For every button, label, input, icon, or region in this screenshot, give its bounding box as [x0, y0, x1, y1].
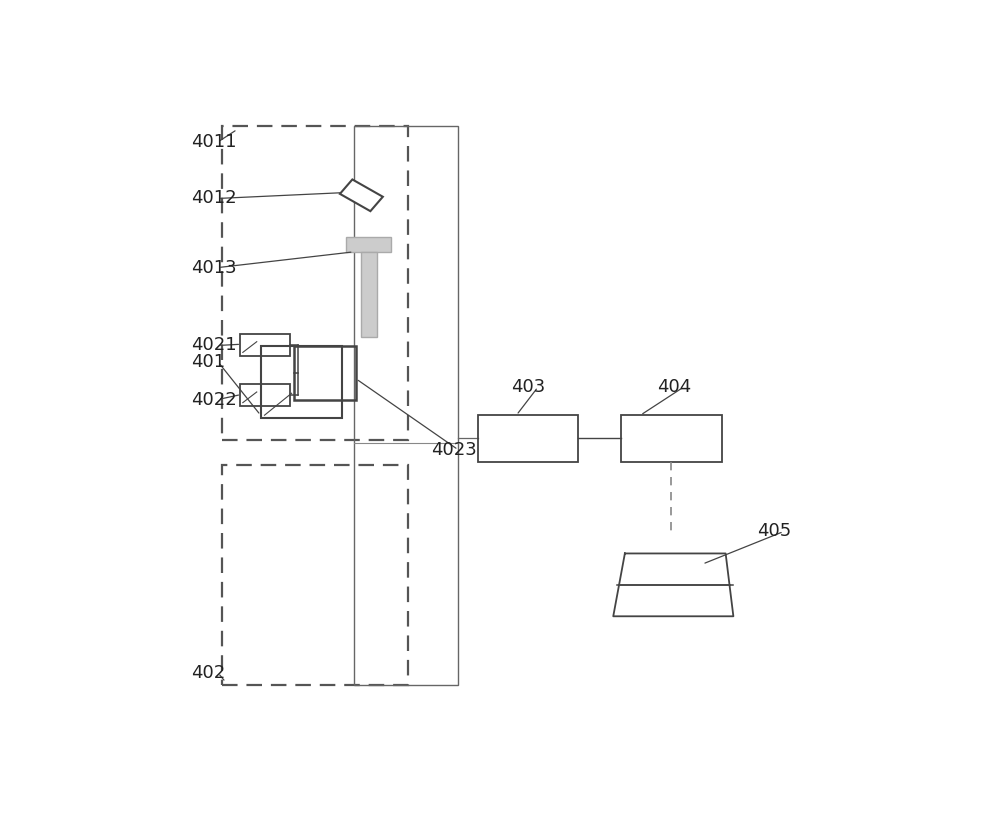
Text: 4022: 4022 — [191, 391, 237, 409]
Bar — [340, 180, 383, 211]
Text: 405: 405 — [757, 522, 791, 540]
Bar — [240, 334, 290, 356]
Bar — [346, 237, 391, 252]
Text: 404: 404 — [657, 378, 691, 396]
Text: 403: 403 — [511, 378, 545, 396]
Text: 4013: 4013 — [191, 259, 237, 277]
Text: 4021: 4021 — [191, 336, 237, 354]
Text: 4023: 4023 — [431, 441, 477, 459]
Text: 4011: 4011 — [191, 133, 236, 151]
Bar — [261, 346, 342, 419]
Bar — [240, 384, 290, 406]
Text: 4012: 4012 — [191, 189, 237, 207]
Bar — [354, 126, 458, 685]
Bar — [222, 465, 408, 685]
Bar — [294, 346, 356, 400]
Bar — [222, 126, 408, 441]
Bar — [361, 252, 377, 337]
Bar — [478, 415, 578, 463]
Text: 402: 402 — [191, 664, 225, 682]
Bar — [621, 415, 722, 463]
Text: 401: 401 — [191, 353, 225, 370]
